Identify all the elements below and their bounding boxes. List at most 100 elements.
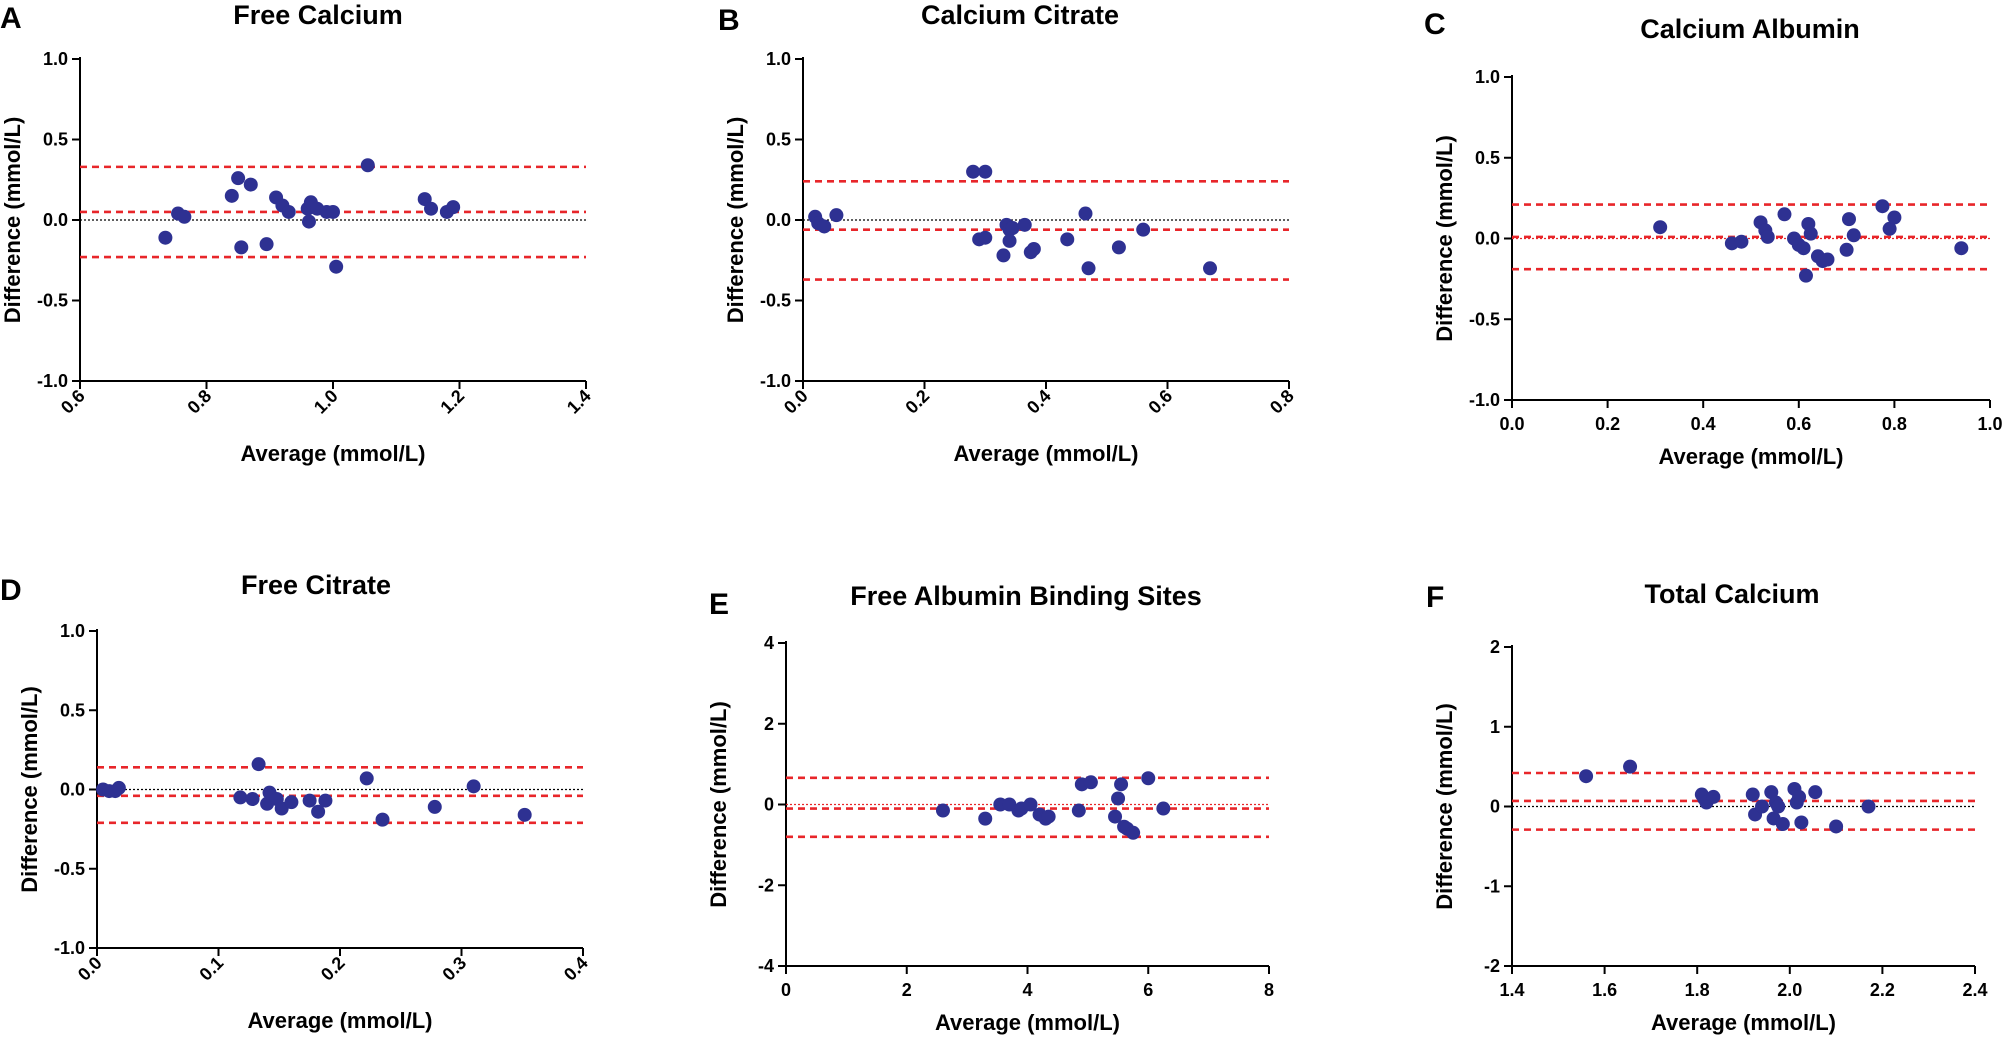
data-point xyxy=(1875,199,1890,214)
y-tick-label: -0.5 xyxy=(37,291,68,311)
y-tick-label: 4 xyxy=(764,633,774,653)
data-point xyxy=(1111,791,1126,806)
data-point xyxy=(231,171,246,186)
x-tick-label: 2 xyxy=(902,980,912,1000)
y-tick-label: 0.5 xyxy=(60,700,85,720)
y-tick-label: 1.0 xyxy=(766,49,791,69)
chart-panel-f: F Total Calcium -2 -1 0 1 2 1.4 1.6 1.8 2.0 2.2 2.4 A… xyxy=(1426,579,1988,1035)
chart-panel-d: D Free Citrate-1.0-0.50.00.51.00.0 0.1 0.2 0… xyxy=(0,570,592,1033)
data-point xyxy=(1882,221,1897,236)
y-tick-label: 0.5 xyxy=(43,130,68,150)
data-point xyxy=(1114,777,1129,792)
data-point xyxy=(817,219,832,234)
y-tick-label: 1.0 xyxy=(1475,67,1500,87)
panel-letter-d: D xyxy=(0,574,22,607)
data-point xyxy=(302,793,317,808)
y-axis-label: Difference (mmol/L) xyxy=(706,701,731,908)
x-tick-label: 1.4 xyxy=(1499,980,1524,1000)
data-point xyxy=(1111,240,1126,255)
x-tick-label: 1.0 xyxy=(310,386,342,418)
x-tick-label: 1.0 xyxy=(1977,414,2002,434)
x-tick-label: 0 xyxy=(781,980,791,1000)
y-tick-label: -1.0 xyxy=(54,938,85,958)
x-tick-label: 0.3 xyxy=(438,953,470,985)
y-tick-label: -0.5 xyxy=(760,291,791,311)
data-point xyxy=(251,757,266,772)
data-point xyxy=(1846,228,1861,243)
data-point xyxy=(326,204,340,219)
y-axis-label: Difference (mmol/L) xyxy=(0,117,25,324)
data-point xyxy=(1041,809,1056,824)
y-tick-label: 1.0 xyxy=(43,49,68,69)
data-point xyxy=(1126,825,1141,840)
data-point xyxy=(978,164,993,179)
y-tick-label: 2 xyxy=(764,714,774,734)
panel-letter-c: C xyxy=(1424,8,1446,41)
data-point xyxy=(1060,232,1075,247)
data-point xyxy=(427,799,442,814)
data-point xyxy=(111,780,126,795)
x-tick-label: 8 xyxy=(1264,980,1274,1000)
chart-panel-a: A Free Calcium-1.0-0.50.00.51.00.6 0.8 1.0 1… xyxy=(0,0,595,466)
data-point xyxy=(1136,222,1151,237)
data-point xyxy=(1156,801,1171,816)
y-tick-label: 1.0 xyxy=(60,621,85,641)
x-axis-label: Average (mmol/L) xyxy=(1658,444,1843,469)
data-point xyxy=(1734,234,1749,249)
x-tick-label: 0.6 xyxy=(1144,386,1176,418)
data-point xyxy=(1796,241,1811,256)
data-point xyxy=(446,200,461,215)
data-point xyxy=(311,804,326,819)
panel-letter-b: B xyxy=(718,4,740,37)
y-axis-label: Difference (mmol/L) xyxy=(1432,135,1457,342)
data-point xyxy=(1808,785,1823,800)
data-point xyxy=(1083,775,1098,790)
y-tick-label: 0.0 xyxy=(766,210,791,230)
data-point xyxy=(245,792,260,807)
data-point xyxy=(1078,206,1093,221)
y-tick-label: -2 xyxy=(758,875,774,895)
data-point xyxy=(1141,771,1156,786)
y-axis-label: Difference (mmol/L) xyxy=(723,117,748,324)
data-point xyxy=(281,204,296,219)
data-point xyxy=(1792,789,1807,804)
data-point xyxy=(224,188,239,203)
data-point xyxy=(1861,799,1876,814)
data-point xyxy=(1794,815,1809,830)
x-tick-label: 0.6 xyxy=(1786,414,1811,434)
y-tick-label: 0.5 xyxy=(766,130,791,150)
y-tick-label: -1.0 xyxy=(37,371,68,391)
data-point xyxy=(1071,803,1086,818)
data-point xyxy=(1026,241,1041,256)
y-tick-label: -0.5 xyxy=(1469,309,1500,329)
panel-letter-f: F xyxy=(1426,581,1444,614)
y-tick-label: -0.5 xyxy=(54,859,85,879)
x-tick-label: 0.2 xyxy=(317,953,349,985)
x-tick-label: 0.8 xyxy=(183,386,215,418)
data-point xyxy=(1706,789,1721,804)
data-point xyxy=(259,237,274,252)
data-point xyxy=(978,811,993,826)
x-tick-label: 1.8 xyxy=(1685,980,1710,1000)
x-tick-label: 4 xyxy=(1022,980,1032,1000)
y-tick-label: 0.0 xyxy=(1475,229,1500,249)
x-tick-label: 0.2 xyxy=(901,386,933,418)
data-point xyxy=(1820,252,1835,267)
data-point xyxy=(1803,226,1818,241)
y-tick-label: 0 xyxy=(764,795,774,815)
data-point xyxy=(1887,210,1902,225)
data-point xyxy=(829,208,844,223)
data-point xyxy=(466,779,481,794)
data-point xyxy=(1623,759,1638,774)
panel-letter-e: E xyxy=(709,588,729,621)
x-tick-label: 6 xyxy=(1143,980,1153,1000)
x-axis-label: Average (mmol/L) xyxy=(953,441,1138,466)
data-point xyxy=(177,209,192,224)
x-tick-label: 0.8 xyxy=(1882,414,1907,434)
x-tick-label: 0.4 xyxy=(1691,414,1716,434)
data-point xyxy=(966,164,981,179)
data-point xyxy=(978,230,993,245)
data-point xyxy=(1002,233,1017,248)
data-point xyxy=(375,812,390,827)
